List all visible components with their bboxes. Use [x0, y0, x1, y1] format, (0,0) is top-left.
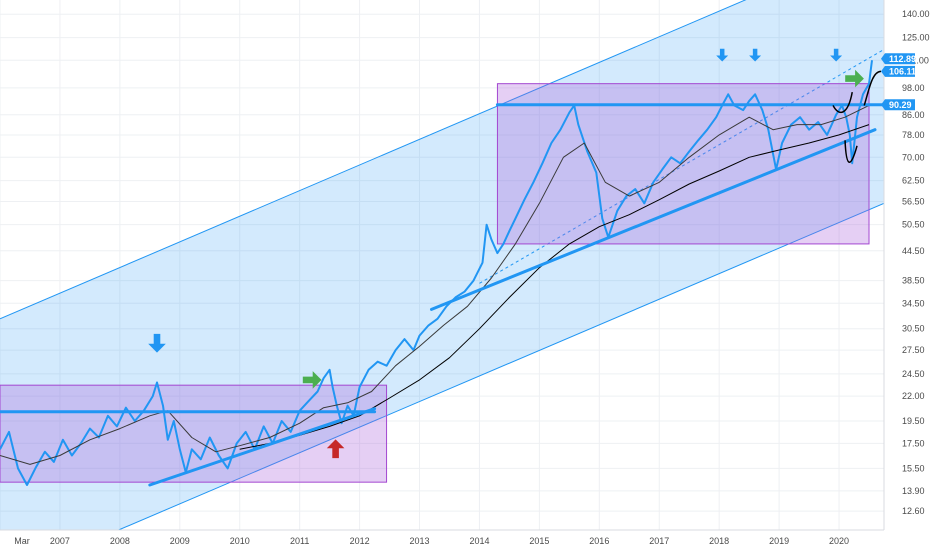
- arrow-down-icon: [830, 48, 843, 62]
- y-tick-label: 34.50: [902, 298, 925, 308]
- x-tick-label: 2009: [170, 536, 190, 546]
- y-tick-label: 125.00: [902, 33, 930, 43]
- arrow-down-icon: [148, 333, 166, 353]
- y-tick-label: 86.00: [902, 110, 925, 120]
- range-box: [496, 83, 870, 245]
- arrow-annotations: [148, 48, 864, 459]
- arc-annotation: [844, 140, 858, 163]
- y-tick-label: 112.00: [902, 55, 929, 65]
- y-axis: 140.00 125.00 112.00 98.00 86.00 78.00 70.00 62…: [883, 0, 930, 530]
- arrow-up-icon: [326, 439, 345, 459]
- arc-annotations: [832, 70, 882, 163]
- range-box: [0, 384, 388, 483]
- x-tick-label: 2015: [529, 536, 549, 546]
- y-tick-label: 38.50: [902, 276, 925, 286]
- channel-upper-line: [0, 0, 747, 320]
- price-channel: [0, 0, 884, 530]
- y-tick-label: 13.90: [902, 486, 925, 496]
- y-tick-label: 15.50: [902, 463, 925, 473]
- y-tick-label: 140.00: [902, 9, 930, 19]
- x-tick-label: 2012: [350, 536, 370, 546]
- channel-lower-line: [117, 202, 884, 530]
- y-tick-label: 17.50: [902, 438, 925, 448]
- arrow-down-icon: [716, 48, 729, 62]
- range-boxes: [0, 83, 870, 483]
- y-tick-label: 70.00: [902, 152, 925, 162]
- price-badge-label: 112.89: [889, 54, 916, 64]
- price-badges: 112.89 106.11 90.29: [881, 53, 916, 111]
- arc-annotation: [832, 91, 853, 114]
- y-tick-label: 62.50: [902, 176, 925, 186]
- series-moving-average-long: [239, 124, 870, 450]
- arrow-down-icon: [749, 48, 762, 62]
- x-tick-label: 2020: [829, 536, 849, 546]
- price-badge: [881, 99, 915, 111]
- trendlines: [0, 103, 884, 487]
- y-tick-label: 44.50: [902, 246, 925, 256]
- arrow-right-icon: [302, 371, 322, 389]
- y-tick-label: 19.50: [902, 416, 925, 426]
- y-tick-label: 22.00: [902, 391, 925, 401]
- y-tick-label: 98.00: [902, 83, 925, 93]
- x-tick-label: 2017: [649, 536, 669, 546]
- x-tick-label: 2018: [709, 536, 729, 546]
- y-tick-label: 78.00: [902, 130, 925, 140]
- y-tick-label: 56.50: [902, 196, 925, 206]
- x-axis: Mar 2007 2008 2009 2010 2011 2012 2013 2014 2015 2…: [0, 529, 884, 546]
- x-tick-label: 2007: [50, 536, 70, 546]
- y-tick-label: 27.50: [902, 345, 925, 355]
- x-tick-label: 2013: [410, 536, 430, 546]
- x-tick-label: 2010: [230, 536, 250, 546]
- channel-fill: [0, 0, 884, 530]
- arc-annotation: [863, 70, 882, 106]
- x-tick-label: 2019: [769, 536, 789, 546]
- y-tick-label: 30.50: [902, 324, 925, 334]
- grid: [0, 0, 884, 530]
- price-badge-label: 90.29: [889, 100, 912, 110]
- y-tick-label: 24.50: [902, 369, 925, 379]
- x-tick-label: 2011: [290, 536, 309, 546]
- price-badge: [881, 53, 915, 65]
- y-tick-label: 50.50: [902, 220, 925, 230]
- x-tick-label: 2008: [110, 536, 130, 546]
- x-tick-label: Mar: [14, 536, 30, 546]
- price-badge: [881, 65, 915, 77]
- price-badge-label: 106.11: [889, 67, 916, 77]
- y-tick-label: 12.60: [902, 506, 925, 516]
- x-tick-label: 2014: [469, 536, 489, 546]
- series-price: [0, 60, 873, 486]
- trendline: [430, 128, 877, 311]
- trendline: [148, 407, 377, 487]
- arrow-right-icon: [845, 69, 864, 88]
- x-tick-label: 2016: [589, 536, 609, 546]
